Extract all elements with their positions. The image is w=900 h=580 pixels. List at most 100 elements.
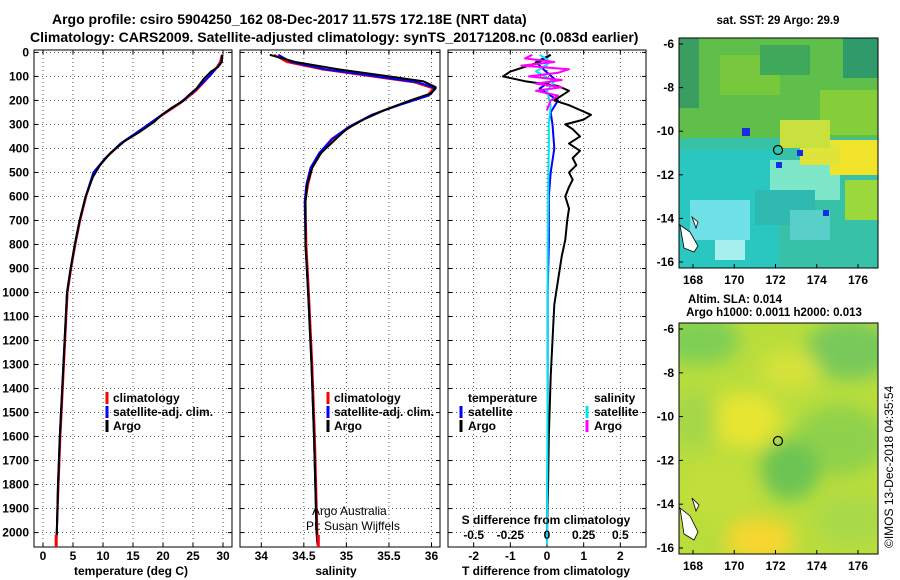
- salinity-xlabel: salinity: [315, 564, 357, 578]
- temperature-x-tick-label: 15: [126, 549, 140, 563]
- temperature-x-tick-label: 25: [186, 549, 200, 563]
- series-line-salinity-satellite: [535, 53, 556, 545]
- series-line-climatology: [55, 54, 223, 545]
- imos-footer: ©IMOS 13-Dec-2018 04:35:54: [882, 385, 896, 548]
- difference-x-tick-label: 0: [544, 549, 551, 563]
- salinity-x-tick-label: 34: [255, 549, 269, 563]
- legend-salinity-title: salinity: [594, 391, 636, 405]
- map-lat-label: -14: [657, 497, 675, 511]
- salinity-diff-tick-label: 0: [544, 528, 551, 542]
- salinity-x-tick-label: 35.5: [377, 549, 401, 563]
- map-lat-label: -10: [657, 410, 675, 424]
- pressure-tick-label: 300: [9, 117, 29, 131]
- pressure-tick-label: 2000: [2, 526, 29, 540]
- sst-map: sat. SST: 29 Argo: 29.9: [657, 15, 879, 287]
- map-lon-label: 172: [765, 273, 785, 287]
- series-line-satellite-adj-clim-: [55, 54, 224, 545]
- pressure-tick-label: 200: [9, 93, 29, 107]
- map-lon-label: 176: [848, 559, 868, 573]
- salinity-diff-tick-label: -0.5: [463, 528, 484, 542]
- credit-line1: Argo Australia: [312, 504, 387, 518]
- pressure-axis: 0 100 200 300 400 500 600 700 800 900 1000 1100 1200…: [2, 45, 29, 539]
- map-lat-label: -6: [663, 37, 674, 51]
- temperature-x-tick-label: 30: [216, 549, 230, 563]
- legend-climatology: climatology: [113, 391, 180, 405]
- series-line-climatology: [273, 53, 435, 545]
- temperature-x-tick-label: 5: [70, 549, 77, 563]
- salinity-x-tick-label: 36: [425, 549, 439, 563]
- sla-map-title1: Altim. SLA: 0.014: [688, 294, 783, 306]
- sla-map-title2: Argo h1000: 0.0011 h2000: 0.013: [686, 307, 862, 319]
- temperature-panel: 0 5 10 15 20 25 30 temperature (deg C) climato…: [33, 49, 233, 578]
- series-line-salinity-argo: [520, 53, 570, 111]
- difference-xlabel-top: S difference from climatology: [462, 513, 631, 527]
- map-lon-label: 174: [807, 559, 827, 573]
- sst-map-title: sat. SST: 29 Argo: 29.9: [717, 15, 840, 27]
- map-lon-label: 174: [807, 273, 827, 287]
- pressure-tick-label: 900: [9, 261, 29, 275]
- pressure-tick-label: 1500: [2, 406, 29, 420]
- map-lat-label: -8: [663, 81, 674, 95]
- legend-argo: Argo: [334, 419, 362, 433]
- legend-argo: Argo: [113, 419, 141, 433]
- temperature-legend: climatology satellite-adj. clim. Argo: [105, 391, 213, 433]
- pressure-tick-label: 1400: [2, 382, 29, 396]
- pressure-tick-label: 100: [9, 69, 29, 83]
- pressure-tick-label: 1000: [2, 285, 29, 299]
- pressure-tick-label: 600: [9, 189, 29, 203]
- series-line-argo: [55, 54, 224, 543]
- salinity-x-tick-label: 35: [340, 549, 354, 563]
- pressure-tick-label: 1200: [2, 334, 29, 348]
- sla-field: [679, 323, 878, 554]
- legend-temperature-title: temperature: [468, 391, 538, 405]
- map-lat-label: -8: [663, 366, 674, 380]
- title-line1: Argo profile: csiro 5904250_162 08-Dec-2…: [52, 11, 527, 27]
- temperature-xlabel: temperature (deg C): [74, 564, 188, 578]
- salinity-diff-tick-label: 0.5: [612, 528, 629, 542]
- legend-temperature-satellite: satellite: [468, 405, 513, 419]
- salinity-diff-tick-label: 0.25: [572, 528, 596, 542]
- pressure-tick-label: 0: [22, 45, 29, 59]
- map-lon-label: 170: [724, 273, 744, 287]
- map-lon-label: 168: [683, 559, 703, 573]
- map-lat-label: -6: [663, 322, 674, 336]
- salinity-panel: 34 34.5 35 35.5 36 salinity climatology sate…: [239, 49, 441, 578]
- pressure-tick-label: 500: [9, 165, 29, 179]
- argo-position-marker: [772, 144, 784, 156]
- series-line-satellite-adj-clim-: [277, 53, 437, 545]
- difference-panel: -2 -1 0 1 2 -0.5 -0.25 0 0.25 0.5 T difference fr…: [447, 49, 647, 578]
- sla-map: Altim. SLA: 0.014 Argo h1000: 0.0011 h20…: [657, 294, 879, 573]
- temperature-x-tick-label: 10: [96, 549, 110, 563]
- temperature-x-tick-label: 20: [156, 549, 170, 563]
- map-lat-label: -16: [657, 541, 675, 555]
- difference-xlabel: T difference from climatology: [462, 564, 630, 578]
- legend-satellite: satellite-adj. clim.: [113, 405, 213, 419]
- salinity-frame: [239, 49, 441, 548]
- pressure-tick-label: 1700: [2, 454, 29, 468]
- credit-line2: PI: Susan Wijffels: [306, 519, 400, 533]
- map-lat-label: -10: [657, 124, 675, 138]
- legend-climatology: climatology: [334, 391, 401, 405]
- difference-legend-temperature: temperature satellite Argo: [459, 391, 538, 433]
- legend-temperature-argo: Argo: [468, 419, 496, 433]
- legend-satellite: satellite-adj. clim.: [334, 405, 434, 419]
- series-line-argo: [269, 53, 437, 543]
- difference-legend-salinity: salinity satellite Argo: [585, 391, 639, 433]
- map-lon-label: 168: [683, 273, 703, 287]
- pressure-tick-label: 1800: [2, 478, 29, 492]
- legend-salinity-satellite: satellite: [594, 405, 639, 419]
- map-lat-label: -12: [657, 168, 675, 182]
- map-lat-label: -14: [657, 211, 675, 225]
- sst-field: [679, 38, 878, 268]
- pressure-tick-label: 1900: [2, 502, 29, 516]
- map-lon-label: 170: [724, 559, 744, 573]
- map-lon-label: 176: [848, 273, 868, 287]
- map-lon-label: 172: [765, 559, 785, 573]
- pressure-tick-label: 1300: [2, 358, 29, 372]
- temperature-x-tick-label: 0: [40, 549, 47, 563]
- salinity-legend: climatology satellite-adj. clim. Argo: [326, 391, 434, 433]
- pressure-tick-label: 400: [9, 141, 29, 155]
- title-line2: Climatology: CARS2009. Satellite-adjuste…: [30, 29, 638, 45]
- difference-x-tick-label: 1: [580, 549, 587, 563]
